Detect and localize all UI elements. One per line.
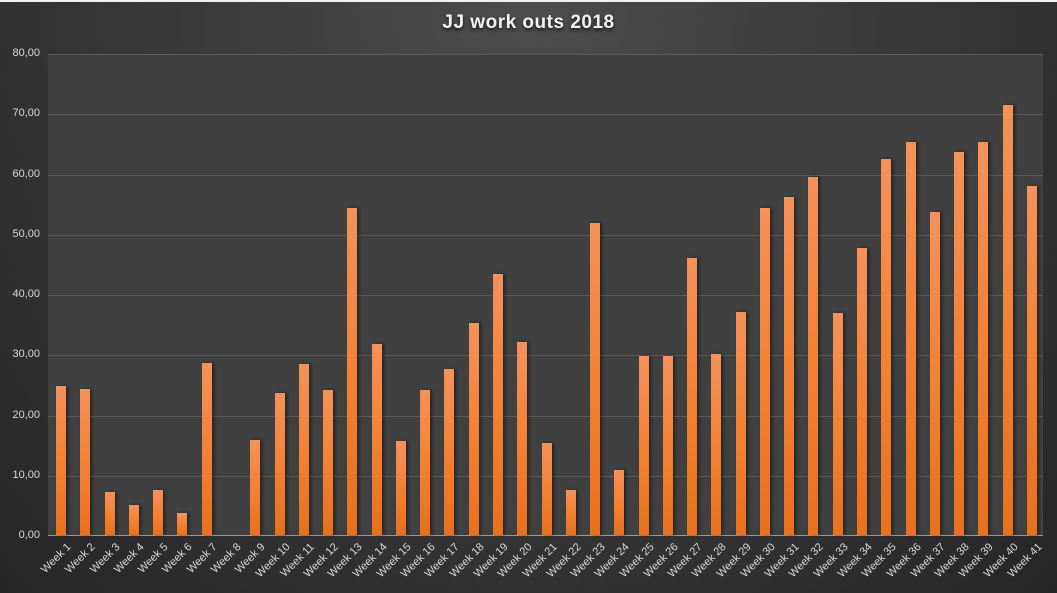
y-tick-label: 40,00 [12, 288, 40, 300]
bar[interactable] [56, 386, 67, 535]
bar[interactable] [541, 443, 552, 535]
y-tick-label: 50,00 [12, 227, 40, 240]
bar[interactable] [954, 151, 965, 535]
bar[interactable] [711, 354, 722, 535]
bar[interactable] [420, 390, 431, 535]
bar[interactable] [323, 390, 334, 535]
bar[interactable] [274, 393, 285, 535]
bar[interactable] [1002, 105, 1013, 535]
bar[interactable] [104, 491, 115, 535]
gridline [48, 295, 1043, 296]
bar[interactable] [905, 141, 916, 535]
chart-title: JJ work outs 2018 [442, 12, 615, 33]
y-tick-label: 30,00 [12, 348, 40, 361]
plot-area[interactable] [48, 54, 1043, 536]
bar[interactable] [468, 322, 479, 535]
bar[interactable] [687, 257, 698, 535]
bar[interactable] [590, 222, 601, 535]
bar[interactable] [759, 207, 770, 535]
bar[interactable] [735, 312, 746, 535]
bar[interactable] [371, 344, 382, 535]
gridline [48, 54, 1043, 55]
gridline [48, 174, 1043, 176]
y-tick-label: 10,00 [12, 468, 40, 481]
bar[interactable] [614, 469, 625, 535]
bar[interactable] [517, 342, 528, 535]
sheet-strip [0, 0, 1057, 2]
bar[interactable] [1026, 186, 1037, 535]
bar[interactable] [929, 212, 940, 535]
x-axis-line [48, 535, 1043, 536]
bar[interactable] [784, 196, 795, 535]
bar[interactable] [444, 369, 455, 535]
gridline [48, 415, 1043, 417]
bar[interactable] [298, 364, 309, 535]
y-tick-label: 60,00 [12, 167, 40, 180]
y-tick-label: 80,00 [12, 47, 40, 59]
y-tick-label: 70,00 [12, 107, 40, 120]
gridline [48, 355, 1043, 357]
bar[interactable] [250, 440, 261, 535]
bar[interactable] [80, 388, 91, 535]
bar[interactable] [662, 356, 673, 535]
bar[interactable] [128, 504, 139, 535]
gridline [48, 114, 1043, 116]
y-tick-label: 20,00 [12, 408, 40, 421]
y-tick-label: 0,00 [18, 529, 40, 541]
bar[interactable] [177, 512, 188, 535]
bar[interactable] [856, 248, 867, 535]
bar[interactable] [978, 141, 989, 535]
bar[interactable] [881, 159, 892, 535]
bar[interactable] [638, 356, 649, 535]
bar[interactable] [153, 489, 164, 535]
bar[interactable] [565, 489, 576, 535]
bar[interactable] [395, 441, 406, 535]
bar[interactable] [201, 363, 212, 535]
bar[interactable] [832, 313, 843, 535]
gridline [48, 234, 1043, 236]
bar[interactable] [808, 177, 819, 535]
bar[interactable] [347, 208, 358, 535]
bar[interactable] [492, 274, 503, 535]
